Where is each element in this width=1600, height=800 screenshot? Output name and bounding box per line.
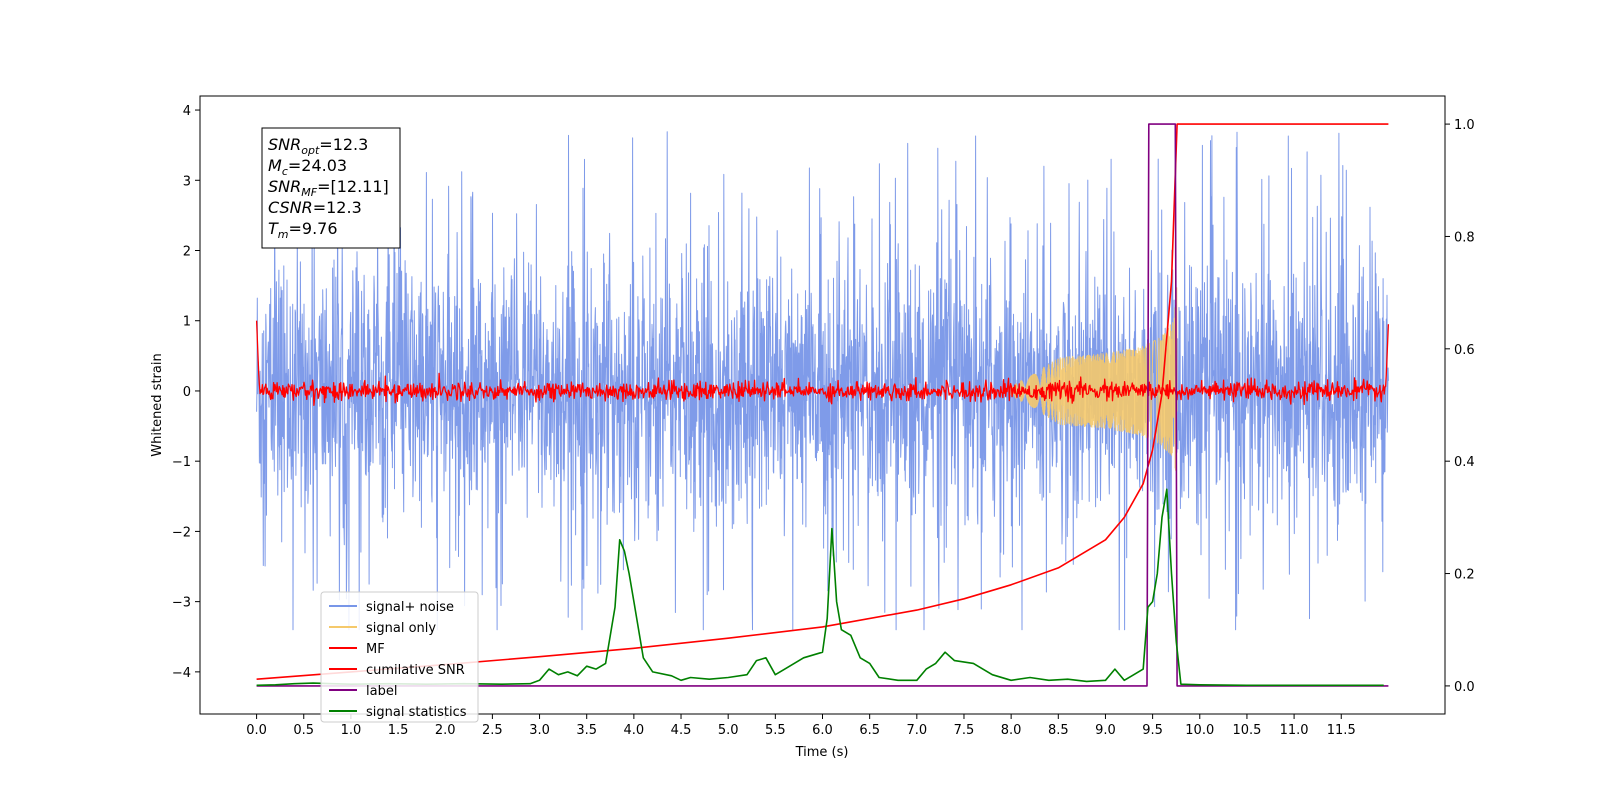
x-tick-label: 1.5	[388, 723, 409, 738]
y-axis-left: −4 −3 −2 −1 0 1 2 3 4	[172, 104, 200, 681]
x-tick-label: 11.0	[1280, 723, 1309, 738]
x-tick-label: 9.5	[1142, 723, 1163, 738]
x-tick-label: 3.0	[529, 723, 550, 738]
series-layer	[255, 123, 1390, 687]
x-tick-label: 9.0	[1095, 723, 1116, 738]
x-tick-label: 11.5	[1327, 723, 1356, 738]
y-right-tick-label: 0.0	[1454, 680, 1475, 695]
x-axis-label: Time (s)	[795, 745, 849, 760]
y-left-tick-label: −3	[172, 596, 191, 611]
x-tick-label: 6.0	[812, 723, 833, 738]
annotation-line: Mc=24.03	[268, 156, 347, 178]
y-right-tick-label: 1.0	[1454, 118, 1475, 133]
x-tick-label: 4.5	[671, 723, 692, 738]
x-tick-label: 2.5	[482, 723, 503, 738]
legend-label: cumilative SNR	[366, 663, 465, 678]
y-right-tick-label: 0.6	[1454, 343, 1475, 358]
y-left-tick-label: 3	[183, 174, 191, 189]
x-tick-label: 7.0	[906, 723, 927, 738]
y-left-tick-label: −1	[172, 455, 191, 470]
signal-only-line	[1010, 287, 1178, 471]
x-tick-label: 2.0	[435, 723, 456, 738]
x-tick-label: 5.0	[718, 723, 739, 738]
x-tick-label: 6.5	[859, 723, 880, 738]
legend-label: signal only	[366, 621, 436, 636]
y-left-tick-label: −2	[172, 525, 191, 540]
y-axis-label: Whitened strain	[150, 353, 165, 456]
y-axis-right: 0.0 0.2 0.4 0.6 0.8 1.0	[1445, 118, 1475, 695]
x-tick-label: 10.5	[1232, 723, 1261, 738]
y-right-tick-label: 0.8	[1454, 230, 1475, 245]
x-tick-label: 3.5	[576, 723, 597, 738]
annotation-box: SNRopt=12.3Mc=24.03SNRMF=[12.11]CSNR=12.…	[261, 127, 401, 249]
x-tick-label: 1.0	[341, 723, 362, 738]
x-tick-label: 7.5	[954, 723, 975, 738]
legend-label: signal+ noise	[366, 600, 454, 615]
cumilative-snr-line	[256, 123, 1389, 680]
x-tick-label: 10.0	[1185, 723, 1214, 738]
label-line	[256, 123, 1389, 687]
x-tick-label: 8.0	[1001, 723, 1022, 738]
x-tick-label: 8.5	[1048, 723, 1069, 738]
annotation-line: SNRMF=[12.11]	[268, 177, 389, 199]
y-left-tick-label: 4	[183, 104, 191, 119]
annotation-line: SNRopt=12.3	[268, 135, 368, 157]
mf-line	[255, 320, 1390, 406]
legend-label: label	[366, 684, 397, 699]
x-tick-label: 4.0	[624, 723, 645, 738]
x-axis: 0.0 0.5 1.0 1.5 2.0 2.5 3.0 3.5 4.0 4.5 5.0 5.5 6.0 6…	[246, 714, 1356, 738]
signal-statistics-line	[256, 488, 1384, 687]
legend: signal+ noise signal only MF cumilative SNR…	[320, 591, 479, 723]
signal-noise-line	[256, 131, 1389, 631]
annotation-line: CSNR=12.3	[268, 198, 362, 217]
legend-label: signal statistics	[366, 705, 467, 720]
x-tick-label: 0.5	[293, 723, 314, 738]
y-right-tick-label: 0.4	[1454, 455, 1475, 470]
y-left-tick-label: −4	[172, 666, 191, 681]
y-left-tick-label: 1	[183, 315, 191, 330]
x-tick-label: 0.0	[246, 723, 267, 738]
y-right-tick-label: 0.2	[1454, 568, 1475, 583]
y-left-tick-label: 2	[183, 245, 191, 260]
x-tick-label: 5.5	[765, 723, 786, 738]
annotation-line: Tm=9.76	[268, 219, 338, 241]
legend-label: MF	[366, 642, 385, 657]
y-left-tick-label: 0	[183, 385, 191, 400]
